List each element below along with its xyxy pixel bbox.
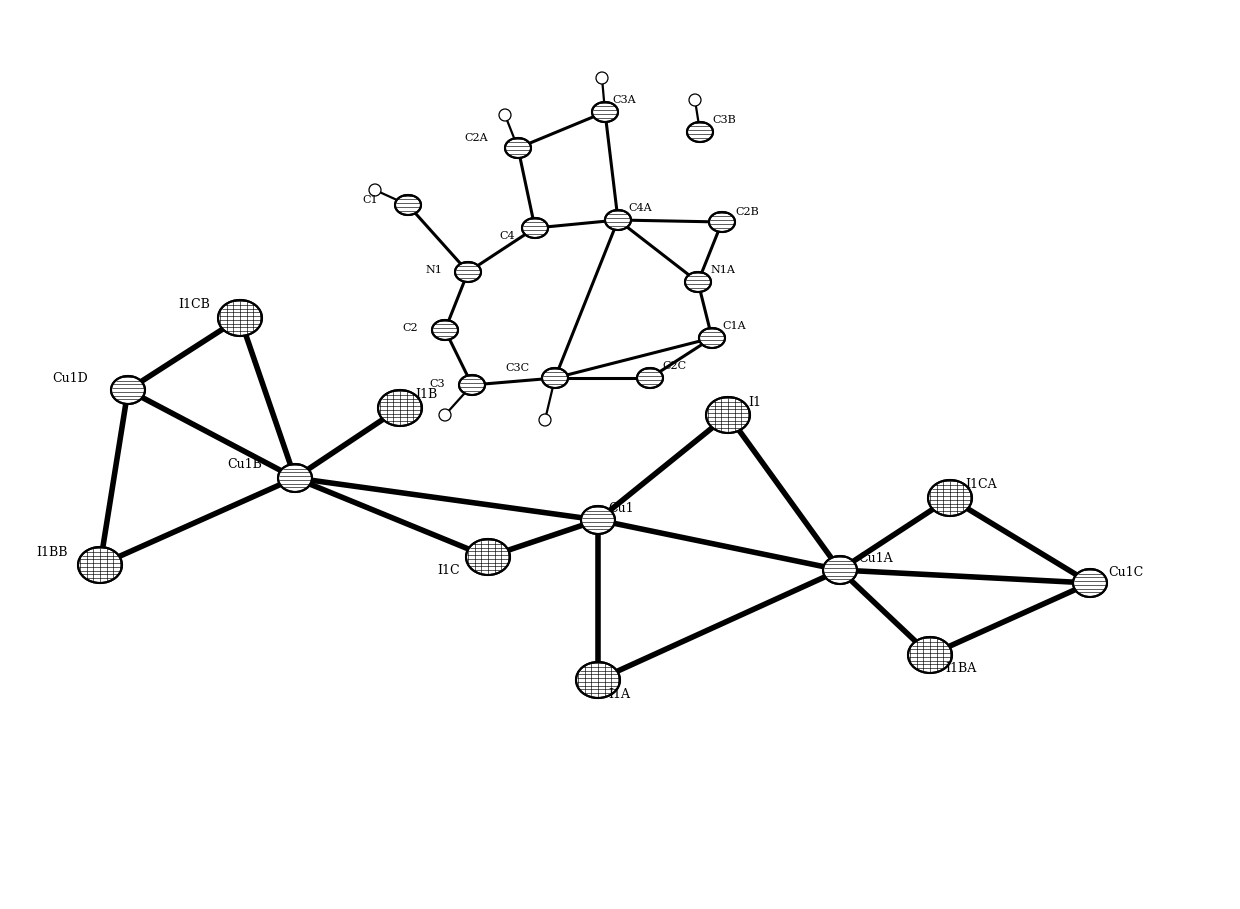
Text: Cu1: Cu1 [608, 502, 634, 514]
Ellipse shape [908, 637, 952, 673]
Text: I1A: I1A [608, 688, 630, 702]
Text: C3: C3 [429, 379, 445, 389]
Text: I1CA: I1CA [965, 477, 997, 491]
Ellipse shape [582, 506, 615, 534]
Text: Cu1A: Cu1A [858, 552, 893, 564]
Ellipse shape [378, 390, 422, 426]
Text: I1: I1 [748, 395, 761, 408]
Circle shape [596, 72, 608, 84]
Text: C4: C4 [500, 231, 515, 241]
Text: C2B: C2B [735, 207, 759, 217]
Text: I1BB: I1BB [36, 545, 68, 558]
Ellipse shape [112, 376, 145, 404]
Ellipse shape [1073, 569, 1107, 597]
Text: N1: N1 [425, 265, 441, 275]
Ellipse shape [432, 320, 458, 340]
Ellipse shape [278, 464, 312, 492]
Ellipse shape [218, 300, 262, 336]
Ellipse shape [542, 368, 568, 388]
Text: I1C: I1C [438, 564, 460, 576]
Text: Cu1D: Cu1D [52, 372, 88, 385]
Ellipse shape [709, 212, 735, 232]
Circle shape [689, 94, 701, 106]
Ellipse shape [684, 272, 711, 292]
Text: C2: C2 [402, 323, 418, 333]
Circle shape [370, 184, 381, 196]
Text: N1A: N1A [711, 265, 735, 275]
Text: C4A: C4A [627, 203, 652, 213]
Ellipse shape [928, 480, 972, 516]
Text: C1A: C1A [722, 321, 745, 331]
Ellipse shape [823, 556, 857, 584]
Text: C2C: C2C [662, 361, 686, 371]
Text: I1CB: I1CB [179, 298, 210, 312]
Ellipse shape [591, 102, 618, 122]
Ellipse shape [455, 262, 481, 282]
Circle shape [498, 109, 511, 121]
Ellipse shape [466, 539, 510, 575]
Text: C2A: C2A [464, 133, 489, 143]
Ellipse shape [459, 375, 485, 395]
Ellipse shape [605, 210, 631, 230]
Text: Cu1B: Cu1B [227, 458, 262, 472]
Ellipse shape [396, 195, 422, 215]
Text: C3B: C3B [712, 115, 735, 125]
Circle shape [439, 409, 451, 421]
Text: C3C: C3C [506, 363, 529, 373]
Ellipse shape [577, 662, 620, 698]
Text: C3A: C3A [613, 95, 636, 105]
Ellipse shape [78, 547, 122, 583]
Ellipse shape [706, 397, 750, 433]
Ellipse shape [637, 368, 663, 388]
Ellipse shape [522, 218, 548, 238]
Ellipse shape [699, 328, 725, 348]
Text: I1B: I1B [415, 387, 438, 401]
Text: C1: C1 [362, 195, 378, 205]
Ellipse shape [505, 138, 531, 158]
Ellipse shape [687, 122, 713, 142]
Text: Cu1C: Cu1C [1109, 565, 1143, 578]
Text: I1BA: I1BA [945, 662, 976, 674]
Circle shape [539, 414, 551, 426]
